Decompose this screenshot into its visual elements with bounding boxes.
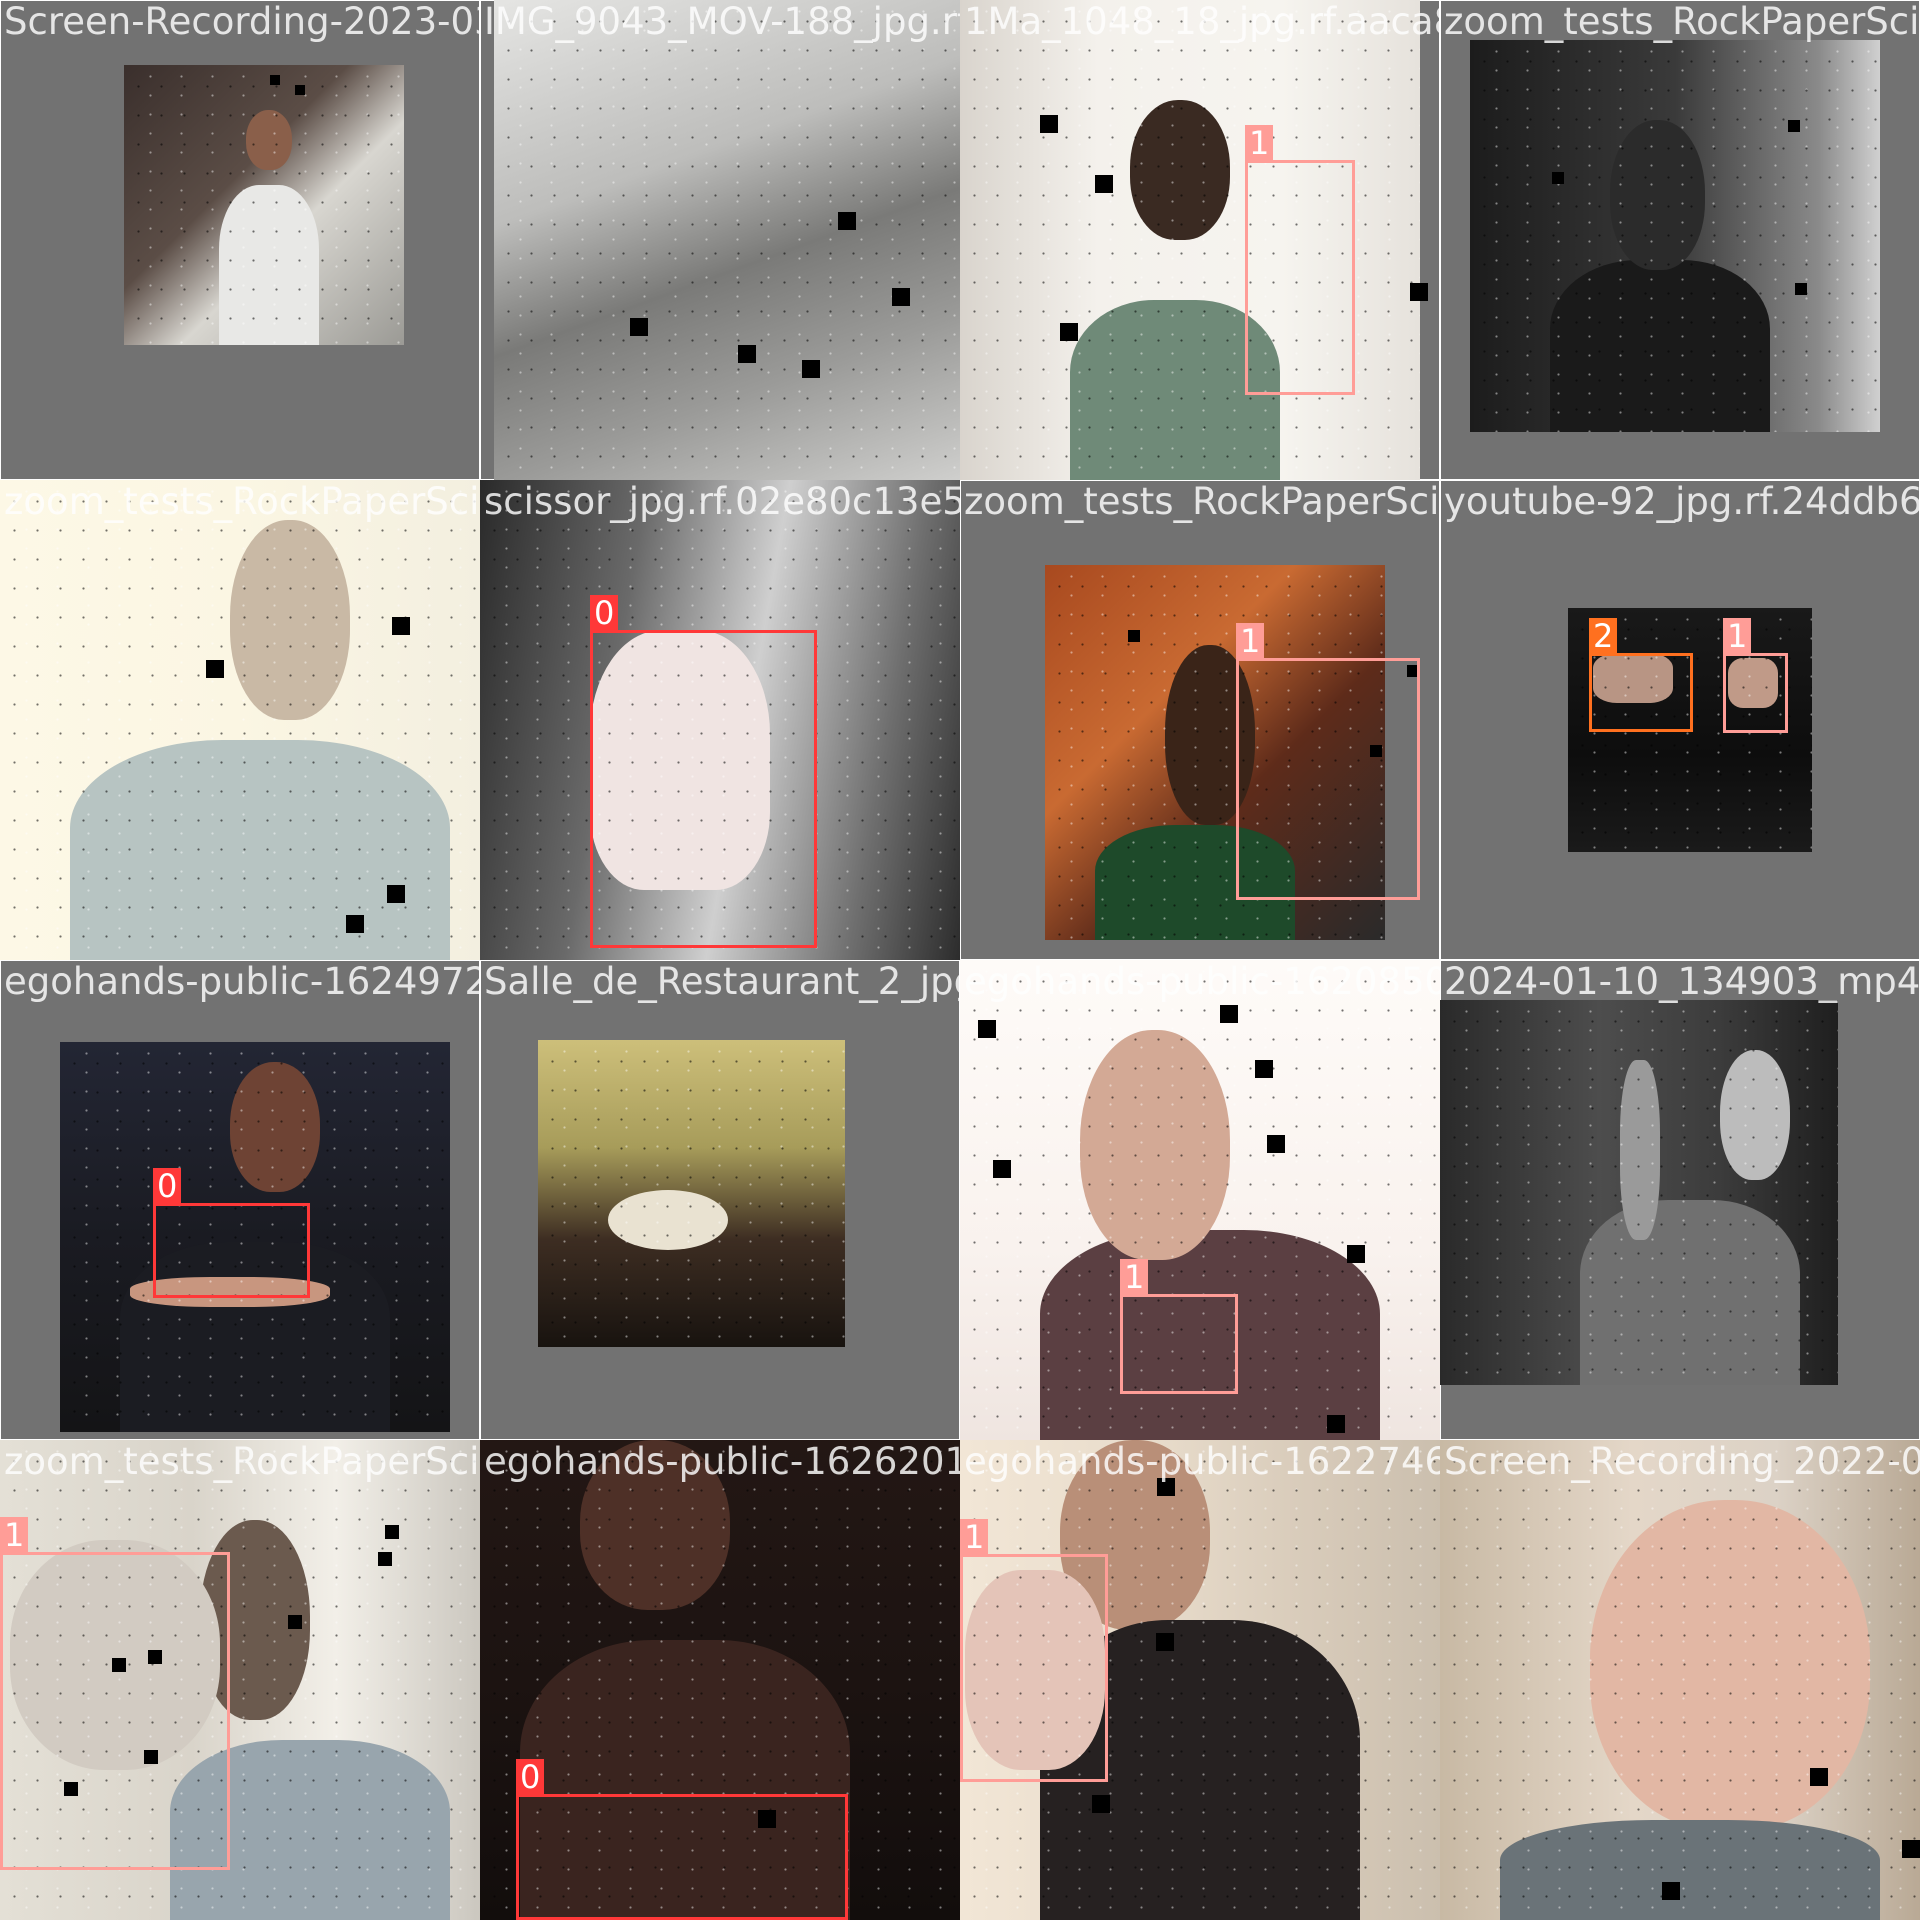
mosaic-tile[interactable]: 1 egohands-public-16227466678 [960,1440,1440,1920]
mosaic-tile[interactable]: zoom_tests_RockPaperScis [0,480,480,960]
mosaic-tile[interactable]: 0 egohands-public-1626201613 [480,1440,960,1920]
class-label: 2 [1589,618,1618,654]
mosaic-tile[interactable]: 1 zoom_tests_RockPaperScis [0,1440,480,1920]
mosaic-tile[interactable]: zoom_tests_RockPaperScis [1440,0,1920,480]
class-label: 0 [590,595,619,631]
class-label: 1 [960,1519,989,1555]
image-filename: egohands-public-16227466678 [964,1440,1440,1483]
class-label: 1 [1723,618,1752,654]
image-filename: egohands-public-1620850569 [964,960,1440,1003]
image-filename: zoom_tests_RockPaperScis [4,480,480,523]
photo [1470,40,1880,432]
detection-box: 2 [1589,618,1693,732]
photo [494,0,960,480]
class-label: 1 [1236,623,1265,659]
mosaic-tile[interactable]: Screen_Recording_2022-02-16-at [1440,1440,1920,1920]
mosaic-tile[interactable]: Salle_de_Restaurant_2_jpg.rf [480,960,960,1440]
detection-box: 0 [590,595,817,948]
detection-box: 1 [960,1519,1108,1782]
mosaic-tile[interactable]: 2024-01-10_134903_mp4-30 [1440,960,1920,1440]
mosaic-tile[interactable]: 0 scissor_jpg.rf.02e80c13e5a21bfb [480,480,960,960]
detection-box: 1 [1245,125,1355,395]
class-label: 1 [1120,1259,1149,1295]
detection-box: 1 [1723,618,1788,733]
image-filename: Screen-Recording-2023-03-1 [4,0,480,43]
class-label: 0 [516,1759,545,1795]
image-filename: egohands-public-1626201613 [484,1440,960,1483]
mosaic-tile[interactable]: Screen-Recording-2023-03-1 [0,0,480,480]
image-filename: zoom_tests_RockPaperScis [964,480,1440,523]
photo [1440,1440,1920,1920]
image-filename: Screen_Recording_2022-02-16-at [1444,1440,1920,1483]
detection-box: 1 [1120,1259,1238,1394]
mosaic-tile[interactable]: 1 zoom_tests_RockPaperScis [960,480,1440,960]
mosaic-tile[interactable]: 1 egohands-public-1620850569 [960,960,1440,1440]
image-filename: 2024-01-10_134903_mp4-30 [1444,960,1920,1003]
image-filename: IMG_9043_MOV-188_jpg.rf.3e0b59c9f72c [484,0,960,43]
mosaic-tile[interactable]: 0 egohands-public-16249721088 [0,960,480,1440]
image-filename: egohands-public-16249721088 [4,960,480,1003]
image-filename: 1Ma_1048_18_jpg.rf.aaca8ff8f7 RockPaperS… [964,0,1440,43]
photo [538,1040,845,1347]
image-filename: scissor_jpg.rf.02e80c13e5a21bfb [484,480,960,523]
mosaic-tile[interactable]: 2 1 youtube-92_jpg.rf.24ddb6df6 [1440,480,1920,960]
image-filename: Salle_de_Restaurant_2_jpg.rf [484,960,960,1003]
image-filename: zoom_tests_RockPaperScis [4,1440,480,1483]
mosaic-tile[interactable]: IMG_9043_MOV-188_jpg.rf.3e0b59c9f72c [480,0,960,480]
photo [0,480,480,960]
detection-box: 1 [1236,623,1420,900]
photo [1440,1000,1838,1385]
class-label: 1 [1245,125,1274,161]
detection-box: 0 [516,1759,848,1920]
class-label: 1 [0,1517,29,1553]
image-filename: zoom_tests_RockPaperScis [1444,0,1920,43]
mosaic-tile[interactable]: 1 1Ma_1048_18_jpg.rf.aaca8ff8f7 RockPape… [960,0,1440,480]
detection-box: 1 [0,1517,230,1870]
image-filename: youtube-92_jpg.rf.24ddb6df6 [1444,480,1920,523]
class-label: 0 [153,1168,182,1204]
photo [124,65,404,345]
detection-box: 0 [153,1168,310,1298]
